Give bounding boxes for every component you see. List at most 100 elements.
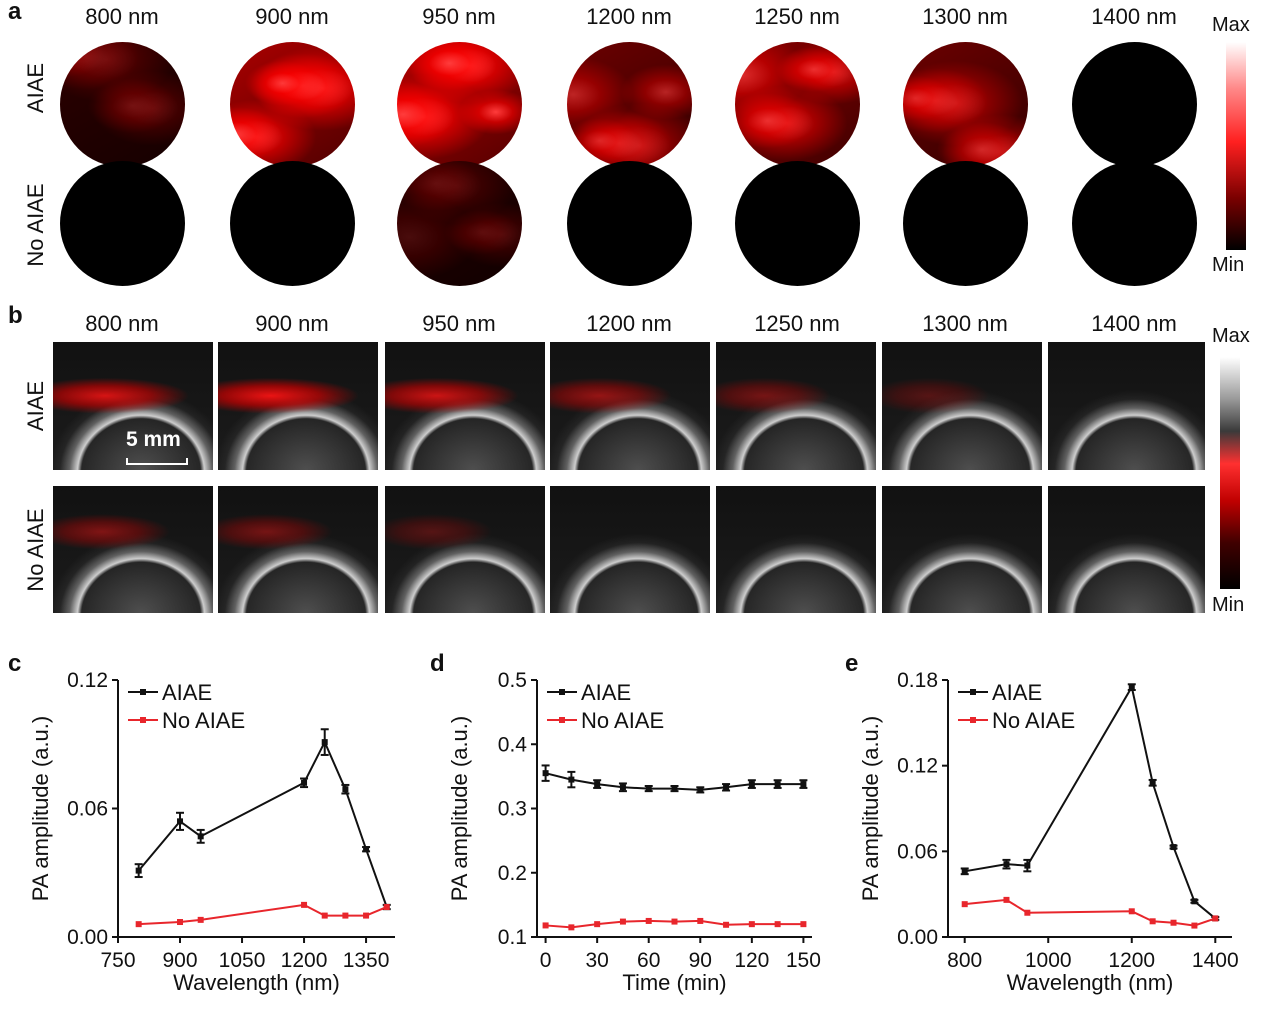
data-point (619, 918, 626, 925)
legend-label: AIAE (992, 680, 1042, 705)
pa-image-circle (1072, 42, 1197, 167)
data-point (774, 781, 781, 788)
panel-a-wavelength-label: 950 nm (422, 4, 496, 29)
panel-a-colorbar-max: Max (1212, 14, 1250, 36)
data-point (645, 785, 652, 792)
data-point (342, 912, 349, 919)
panel-b-wavelength-label: 800 nm (85, 311, 159, 336)
data-point (1128, 684, 1135, 691)
legend-marker (559, 689, 565, 695)
x-tick-label: 60 (637, 949, 660, 972)
data-point (800, 781, 807, 788)
data-point (671, 785, 678, 792)
panel-b-colorbar-max: Max (1212, 325, 1250, 347)
panel-a-row-label-no-aiae: No AIAE (23, 183, 48, 267)
pa-image-circle (397, 161, 522, 286)
data-point (197, 833, 204, 840)
us-pa-image-tile (1048, 486, 1205, 613)
data-point (1003, 896, 1010, 903)
us-pa-image-tile (385, 486, 545, 613)
pa-image-circle (903, 161, 1028, 286)
x-tick-label: 1200 (1108, 949, 1155, 972)
x-tick-label: 1000 (1025, 949, 1072, 972)
panel-a-colorbar (1226, 42, 1246, 250)
us-pa-image-tile (1048, 342, 1205, 470)
y-tick-label: 0.3 (498, 798, 527, 821)
series-line (138, 903, 388, 926)
x-tick-label: 800 (947, 949, 982, 972)
scale-bar (126, 458, 188, 465)
data-point (197, 916, 204, 923)
data-point (342, 786, 349, 793)
y-tick-label: 0.12 (897, 755, 938, 778)
data-point (135, 867, 142, 874)
data-point (1024, 909, 1031, 916)
legend-marker (970, 689, 976, 695)
x-tick-label: 150 (786, 949, 821, 972)
data-point (800, 921, 807, 928)
data-point (645, 917, 652, 924)
data-point (363, 846, 370, 853)
panel-b-colorbar-min: Min (1212, 594, 1245, 616)
x-tick-label: 120 (734, 949, 769, 972)
y-axis-label: PA amplitude (a.u.) (28, 716, 53, 901)
data-point (1003, 861, 1010, 868)
data-point (1024, 862, 1031, 869)
data-point (1212, 915, 1219, 922)
y-tick-label: 0.2 (498, 862, 527, 885)
panel-a-colorbar-min: Min (1212, 254, 1245, 276)
panel-b-row-label-no-aiae: No AIAE (23, 508, 48, 592)
x-tick-label: 1050 (219, 949, 266, 972)
pa-image-circle (567, 42, 692, 167)
us-pa-image-tile (218, 486, 378, 613)
panel-b-row-label-aiae: AIAE (23, 380, 48, 432)
x-tick-label: 750 (100, 949, 135, 972)
panel-a-row-label-aiae: AIAE (23, 62, 48, 114)
x-axis-label: Wavelength (nm) (173, 970, 340, 995)
data-point (1191, 922, 1198, 929)
legend-label: AIAE (162, 680, 212, 705)
pa-image-circle (903, 42, 1028, 167)
x-axis-label: Time (min) (622, 970, 726, 995)
us-pa-image-tile (218, 342, 378, 470)
data-point (671, 918, 678, 925)
panel-b-wavelength-label: 1200 nm (586, 311, 672, 336)
series-line (964, 684, 1216, 920)
panel-b-wavelength-label: 1400 nm (1091, 311, 1177, 336)
pa-image-circle (1072, 161, 1197, 286)
series-line (964, 898, 1216, 927)
data-point (961, 901, 968, 908)
y-tick-label: 0.4 (498, 733, 528, 756)
legend-label: No AIAE (581, 708, 664, 733)
panel-a-wavelength-label: 1300 nm (922, 4, 1008, 29)
us-pa-image-tile (716, 486, 876, 613)
legend-label: No AIAE (162, 708, 245, 733)
chart-e: 800 1000 1200 1400 0.00 0.06 0.12 0.18 Wavelengt… (858, 669, 1239, 995)
x-tick-label: 900 (162, 949, 197, 972)
y-axis-label: PA amplitude (a.u.) (447, 716, 472, 901)
panel-b-colorbar (1220, 357, 1240, 589)
data-point (568, 924, 575, 931)
panel-a-wavelength-label: 1250 nm (754, 4, 840, 29)
panel-b-wavelength-label: 1300 nm (922, 311, 1008, 336)
data-point (961, 868, 968, 875)
data-point (542, 922, 549, 929)
chart-c: 750 900 1050 1200 1350 0.00 0.06 0.12 Wavelength… (28, 669, 395, 995)
data-point (1170, 919, 1177, 926)
panel-e-label: e (845, 650, 859, 677)
data-point (619, 784, 626, 791)
us-pa-image-tile (550, 342, 710, 470)
data-point (1149, 918, 1156, 925)
panel-b-wavelength-label: 950 nm (422, 311, 496, 336)
data-point (697, 786, 704, 793)
data-point (594, 921, 601, 928)
legend-label: No AIAE (992, 708, 1075, 733)
x-tick-label: 0 (540, 949, 552, 972)
data-point (774, 921, 781, 928)
pa-image-circle (230, 42, 355, 167)
x-tick-label: 1200 (281, 949, 328, 972)
panel-a-wavelength-label: 1200 nm (586, 4, 672, 29)
y-tick-label: 0.06 (897, 840, 938, 863)
y-tick-label: 0.00 (67, 926, 108, 949)
x-tick-label: 30 (585, 949, 608, 972)
